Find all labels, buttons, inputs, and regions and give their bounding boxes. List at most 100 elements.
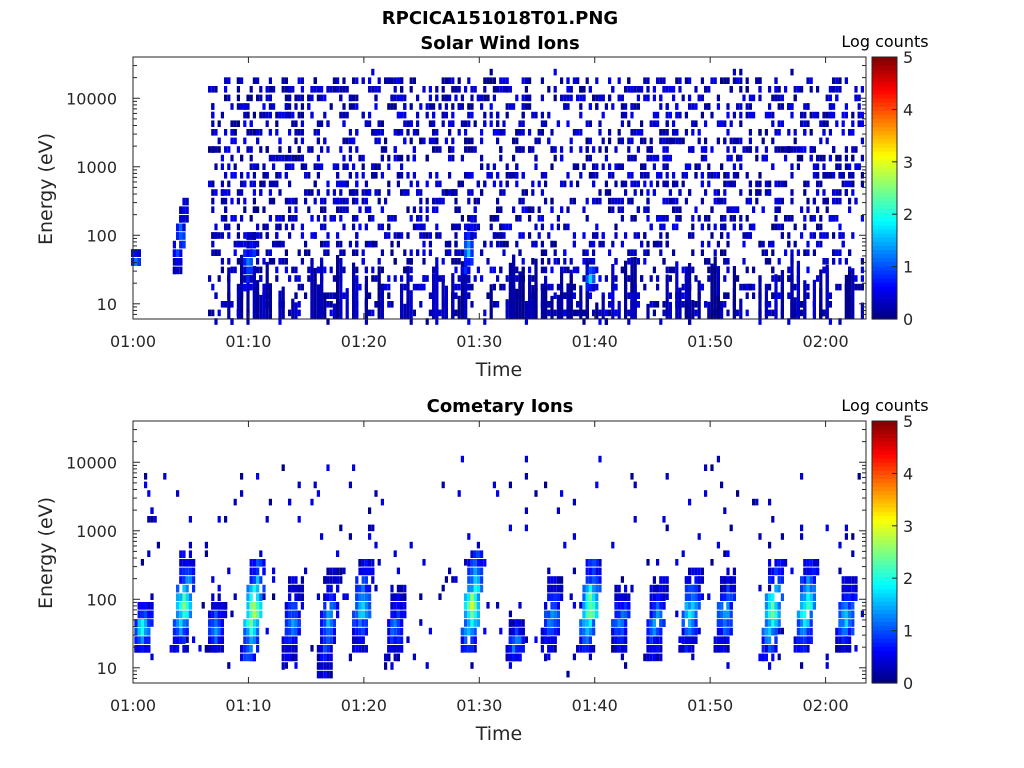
spectrogram-cell — [608, 189, 612, 196]
spectrogram-cell — [473, 593, 477, 601]
spectrogram-cell — [659, 610, 663, 619]
spectrogram-cell — [723, 576, 727, 584]
spectrogram-cell — [713, 249, 717, 256]
spectrogram-cell — [777, 206, 781, 213]
spectrogram-cell — [233, 249, 237, 256]
spectrogram-cell — [771, 275, 775, 282]
colorbar-swatch — [872, 556, 897, 561]
spectrogram-cell — [716, 103, 720, 110]
spectrogram-cell — [787, 146, 791, 153]
spectrogram-cell — [380, 206, 384, 213]
spectrogram-cell — [345, 86, 349, 93]
spectrogram-cell — [208, 645, 212, 653]
spectrogram-cell — [822, 129, 826, 136]
spectrogram-cell — [656, 610, 660, 619]
spectrogram-cell — [390, 584, 394, 593]
spectrogram-cell — [464, 610, 468, 619]
spectrogram-cell — [464, 593, 468, 601]
colorbar-tick-label: 4 — [903, 100, 913, 119]
spectrogram-cell — [544, 481, 548, 489]
colorbar-swatch — [872, 298, 897, 304]
spectrogram-cell — [665, 137, 669, 145]
spectrogram-cell — [726, 180, 730, 188]
spectrogram-cell — [540, 77, 544, 84]
spectrogram-cell — [262, 172, 266, 179]
spectrogram-cell — [809, 215, 813, 222]
spectrogram-cell — [652, 240, 656, 248]
spectrogram-cell — [342, 77, 346, 84]
spectrogram-cell — [656, 180, 660, 188]
spectrogram-cell — [432, 206, 436, 213]
spectrogram-cell — [470, 283, 474, 291]
spectrogram-cell — [211, 249, 215, 256]
spectrogram-cell — [688, 627, 692, 636]
spectrogram-cell — [588, 602, 592, 610]
colorbar-swatch — [872, 102, 897, 107]
spectrogram-cell — [297, 146, 301, 153]
spectrogram-cell — [467, 232, 471, 240]
spectrogram-cell — [457, 223, 461, 231]
spectrogram-cell — [851, 619, 855, 627]
spectrogram-cell — [723, 593, 727, 601]
spectrogram-cell — [614, 610, 618, 619]
spectrogram-cell — [329, 215, 333, 222]
spectrogram-cell — [307, 189, 311, 196]
spectrogram-cell — [646, 559, 650, 566]
spectrogram-cell — [396, 636, 400, 644]
spectrogram-cell — [409, 120, 413, 127]
spectrogram-cell — [345, 137, 349, 145]
spectrogram-cell — [470, 550, 474, 558]
spectrogram-cell — [812, 567, 816, 576]
spectrogram-cell — [326, 627, 330, 636]
spectrogram-cell — [387, 215, 391, 222]
spectrogram-cell — [566, 94, 570, 102]
spectrogram-cell — [848, 172, 852, 179]
spectrogram-cell — [585, 593, 589, 601]
spectrogram-cell — [569, 146, 573, 153]
spectrogram-cell — [406, 206, 410, 213]
spectrogram-cell — [857, 103, 861, 110]
spectrogram-cell — [547, 593, 551, 601]
spectrogram-cell — [851, 154, 855, 162]
colorbar-swatch — [872, 314, 897, 320]
spectrogram-cell — [614, 584, 618, 593]
spectrogram-cell — [659, 653, 663, 662]
spectrogram-cell — [825, 137, 829, 145]
spectrogram-cell — [851, 232, 855, 239]
spectrogram-cell — [371, 215, 375, 222]
spectrogram-cell — [723, 645, 727, 653]
spectrogram-cell — [624, 86, 628, 93]
spectrogram-cell — [259, 86, 263, 93]
spectrogram-cell — [502, 232, 506, 239]
spectrogram-cell — [620, 240, 624, 248]
colorbar-swatch — [872, 257, 897, 263]
figure-title: RPCICA151018T01.PNG — [382, 8, 618, 29]
spectrogram-cell — [636, 94, 640, 102]
spectrogram-cell — [281, 653, 285, 662]
spectrogram-cell — [665, 232, 669, 239]
spectrogram-cell — [787, 215, 791, 222]
spectrogram-cell — [620, 576, 624, 583]
spectrogram-cell — [617, 627, 621, 636]
spectrogram-cell — [585, 283, 589, 292]
spectrogram-cell — [684, 610, 688, 619]
spectrogram-cell — [451, 86, 455, 93]
spectrogram-cell — [182, 215, 186, 223]
spectrogram-cell — [771, 111, 775, 119]
spectrogram-cell — [467, 240, 471, 249]
spectrogram-cell — [336, 254, 340, 319]
x-tick-label: 01:50 — [687, 696, 733, 715]
spectrogram-cell — [672, 197, 676, 205]
spectrogram-cell — [320, 197, 324, 205]
spectrogram-cell — [358, 567, 362, 576]
spectrogram-cell — [803, 602, 807, 610]
spectrogram-cell — [217, 232, 221, 239]
spectrogram-cell — [278, 223, 282, 231]
spectrogram-cell — [214, 223, 218, 231]
spectrogram-cell — [736, 137, 740, 145]
spectrogram-cell — [505, 111, 509, 119]
spectrogram-cell — [771, 619, 775, 627]
spectrogram-cell — [489, 284, 493, 319]
spectrogram-cell — [723, 189, 727, 196]
spectrogram-cell — [774, 129, 778, 136]
